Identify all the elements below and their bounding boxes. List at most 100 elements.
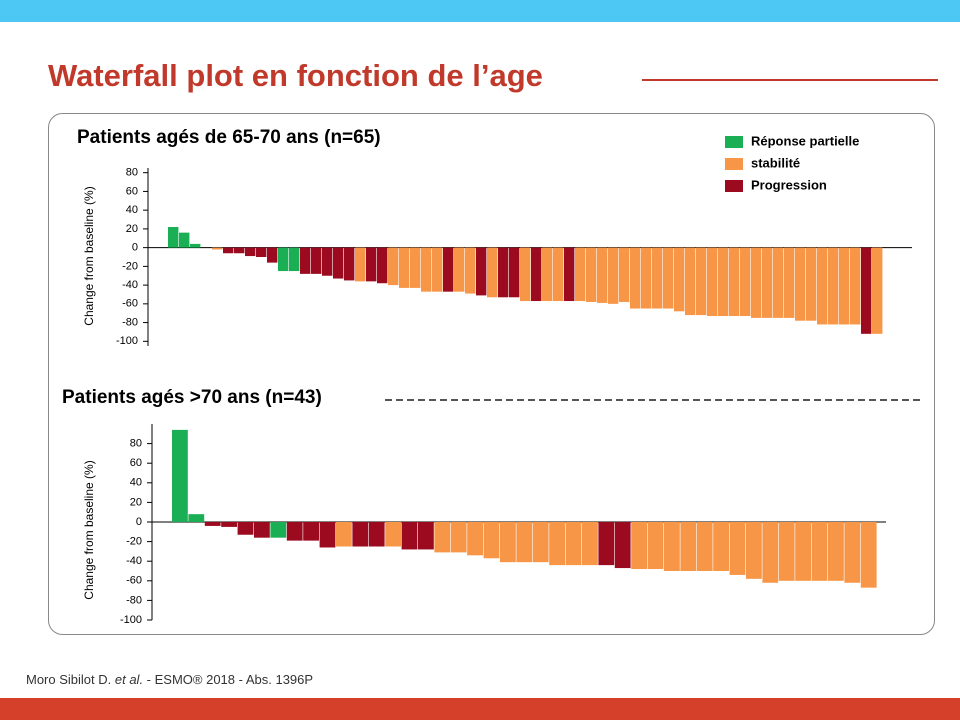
y-tick-label: 0 — [136, 516, 142, 528]
bar — [355, 247, 366, 282]
bar — [696, 247, 707, 316]
bar — [713, 522, 729, 571]
bar — [333, 247, 344, 279]
bar — [267, 247, 278, 263]
bar — [204, 522, 221, 526]
chart-title: Patients agés de 65-70 ans (n=65) — [77, 127, 381, 148]
bar — [729, 247, 740, 317]
bar — [498, 247, 509, 298]
bar — [652, 247, 663, 309]
bar — [385, 522, 401, 547]
bar — [388, 247, 399, 286]
bar — [188, 514, 205, 522]
bar — [500, 522, 516, 563]
bar — [839, 247, 850, 325]
bar — [608, 247, 619, 304]
y-tick-label: 0 — [132, 242, 138, 254]
y-tick-label: 60 — [126, 185, 138, 197]
bar — [487, 247, 498, 298]
y-tick-label: 20 — [130, 496, 142, 508]
y-tick-label: -80 — [122, 316, 138, 328]
bar — [850, 247, 861, 325]
bar — [582, 522, 598, 566]
bar — [467, 522, 483, 556]
bar — [319, 522, 336, 548]
frame — [48, 113, 935, 635]
bar — [245, 247, 256, 257]
y-tick-label: -80 — [126, 594, 142, 606]
bar — [434, 522, 451, 553]
bar — [366, 247, 377, 282]
bar — [516, 522, 533, 563]
y-tick-label: 60 — [130, 457, 142, 469]
bar — [795, 247, 806, 321]
slide-title: Waterfall plot en fonction de l’age — [48, 58, 543, 93]
bar — [631, 522, 647, 570]
y-tick-label: -100 — [116, 335, 138, 347]
bar — [300, 247, 311, 274]
bar — [806, 247, 817, 321]
bar — [685, 247, 696, 316]
bar — [844, 522, 861, 583]
bar — [614, 522, 631, 569]
y-tick-label: -100 — [120, 614, 142, 626]
bar — [586, 247, 597, 302]
bar — [509, 247, 520, 298]
bar — [168, 227, 179, 248]
legend-swatch — [725, 180, 743, 192]
bottom-band — [0, 698, 960, 720]
bar — [418, 522, 434, 550]
bar — [465, 247, 476, 294]
top-band — [0, 0, 960, 22]
bar — [773, 247, 784, 318]
bar — [707, 247, 718, 317]
bar — [443, 247, 454, 292]
bar — [663, 247, 674, 309]
bar — [450, 522, 467, 553]
bar — [532, 522, 549, 563]
bar — [696, 522, 713, 571]
y-axis-label: Change from baseline (%) — [82, 186, 96, 325]
footnote-part: et al. — [115, 672, 143, 687]
bar — [549, 522, 565, 566]
bar — [399, 247, 410, 288]
bar — [352, 522, 369, 547]
bar — [564, 247, 575, 302]
bar — [286, 522, 303, 541]
bar — [784, 247, 795, 318]
bar — [718, 247, 729, 317]
y-tick-label: -60 — [122, 298, 138, 310]
bar — [762, 522, 779, 583]
legend-label: Progression — [751, 177, 827, 192]
bar — [410, 247, 421, 288]
bar — [254, 522, 270, 538]
y-tick-label: -20 — [122, 260, 138, 272]
bar — [401, 522, 418, 550]
bar — [664, 522, 680, 571]
bar — [221, 522, 237, 527]
bar — [270, 522, 287, 538]
bar — [234, 247, 245, 254]
bar — [641, 247, 652, 309]
y-axis-label: Change from baseline (%) — [82, 460, 96, 599]
bar — [289, 247, 300, 272]
bar — [454, 247, 465, 292]
y-tick-label: -40 — [126, 555, 142, 567]
bar — [740, 247, 751, 317]
bar — [872, 247, 883, 334]
legend-label: stabilité — [751, 155, 800, 170]
legend-swatch — [725, 136, 743, 148]
y-tick-label: -20 — [126, 536, 142, 548]
legend-label: Réponse partielle — [751, 133, 859, 148]
bar — [483, 522, 500, 559]
y-tick-label: 40 — [126, 204, 138, 216]
footnote: Moro Sibilot D. et al. - ESMO® 2018 - Ab… — [26, 672, 313, 687]
bar — [223, 247, 234, 254]
y-tick-label: -60 — [126, 575, 142, 587]
y-tick-label: 40 — [130, 477, 142, 489]
bar — [647, 522, 664, 570]
bar — [778, 522, 795, 581]
bar — [212, 247, 223, 250]
bar — [172, 429, 188, 522]
y-tick-label: -40 — [122, 279, 138, 291]
